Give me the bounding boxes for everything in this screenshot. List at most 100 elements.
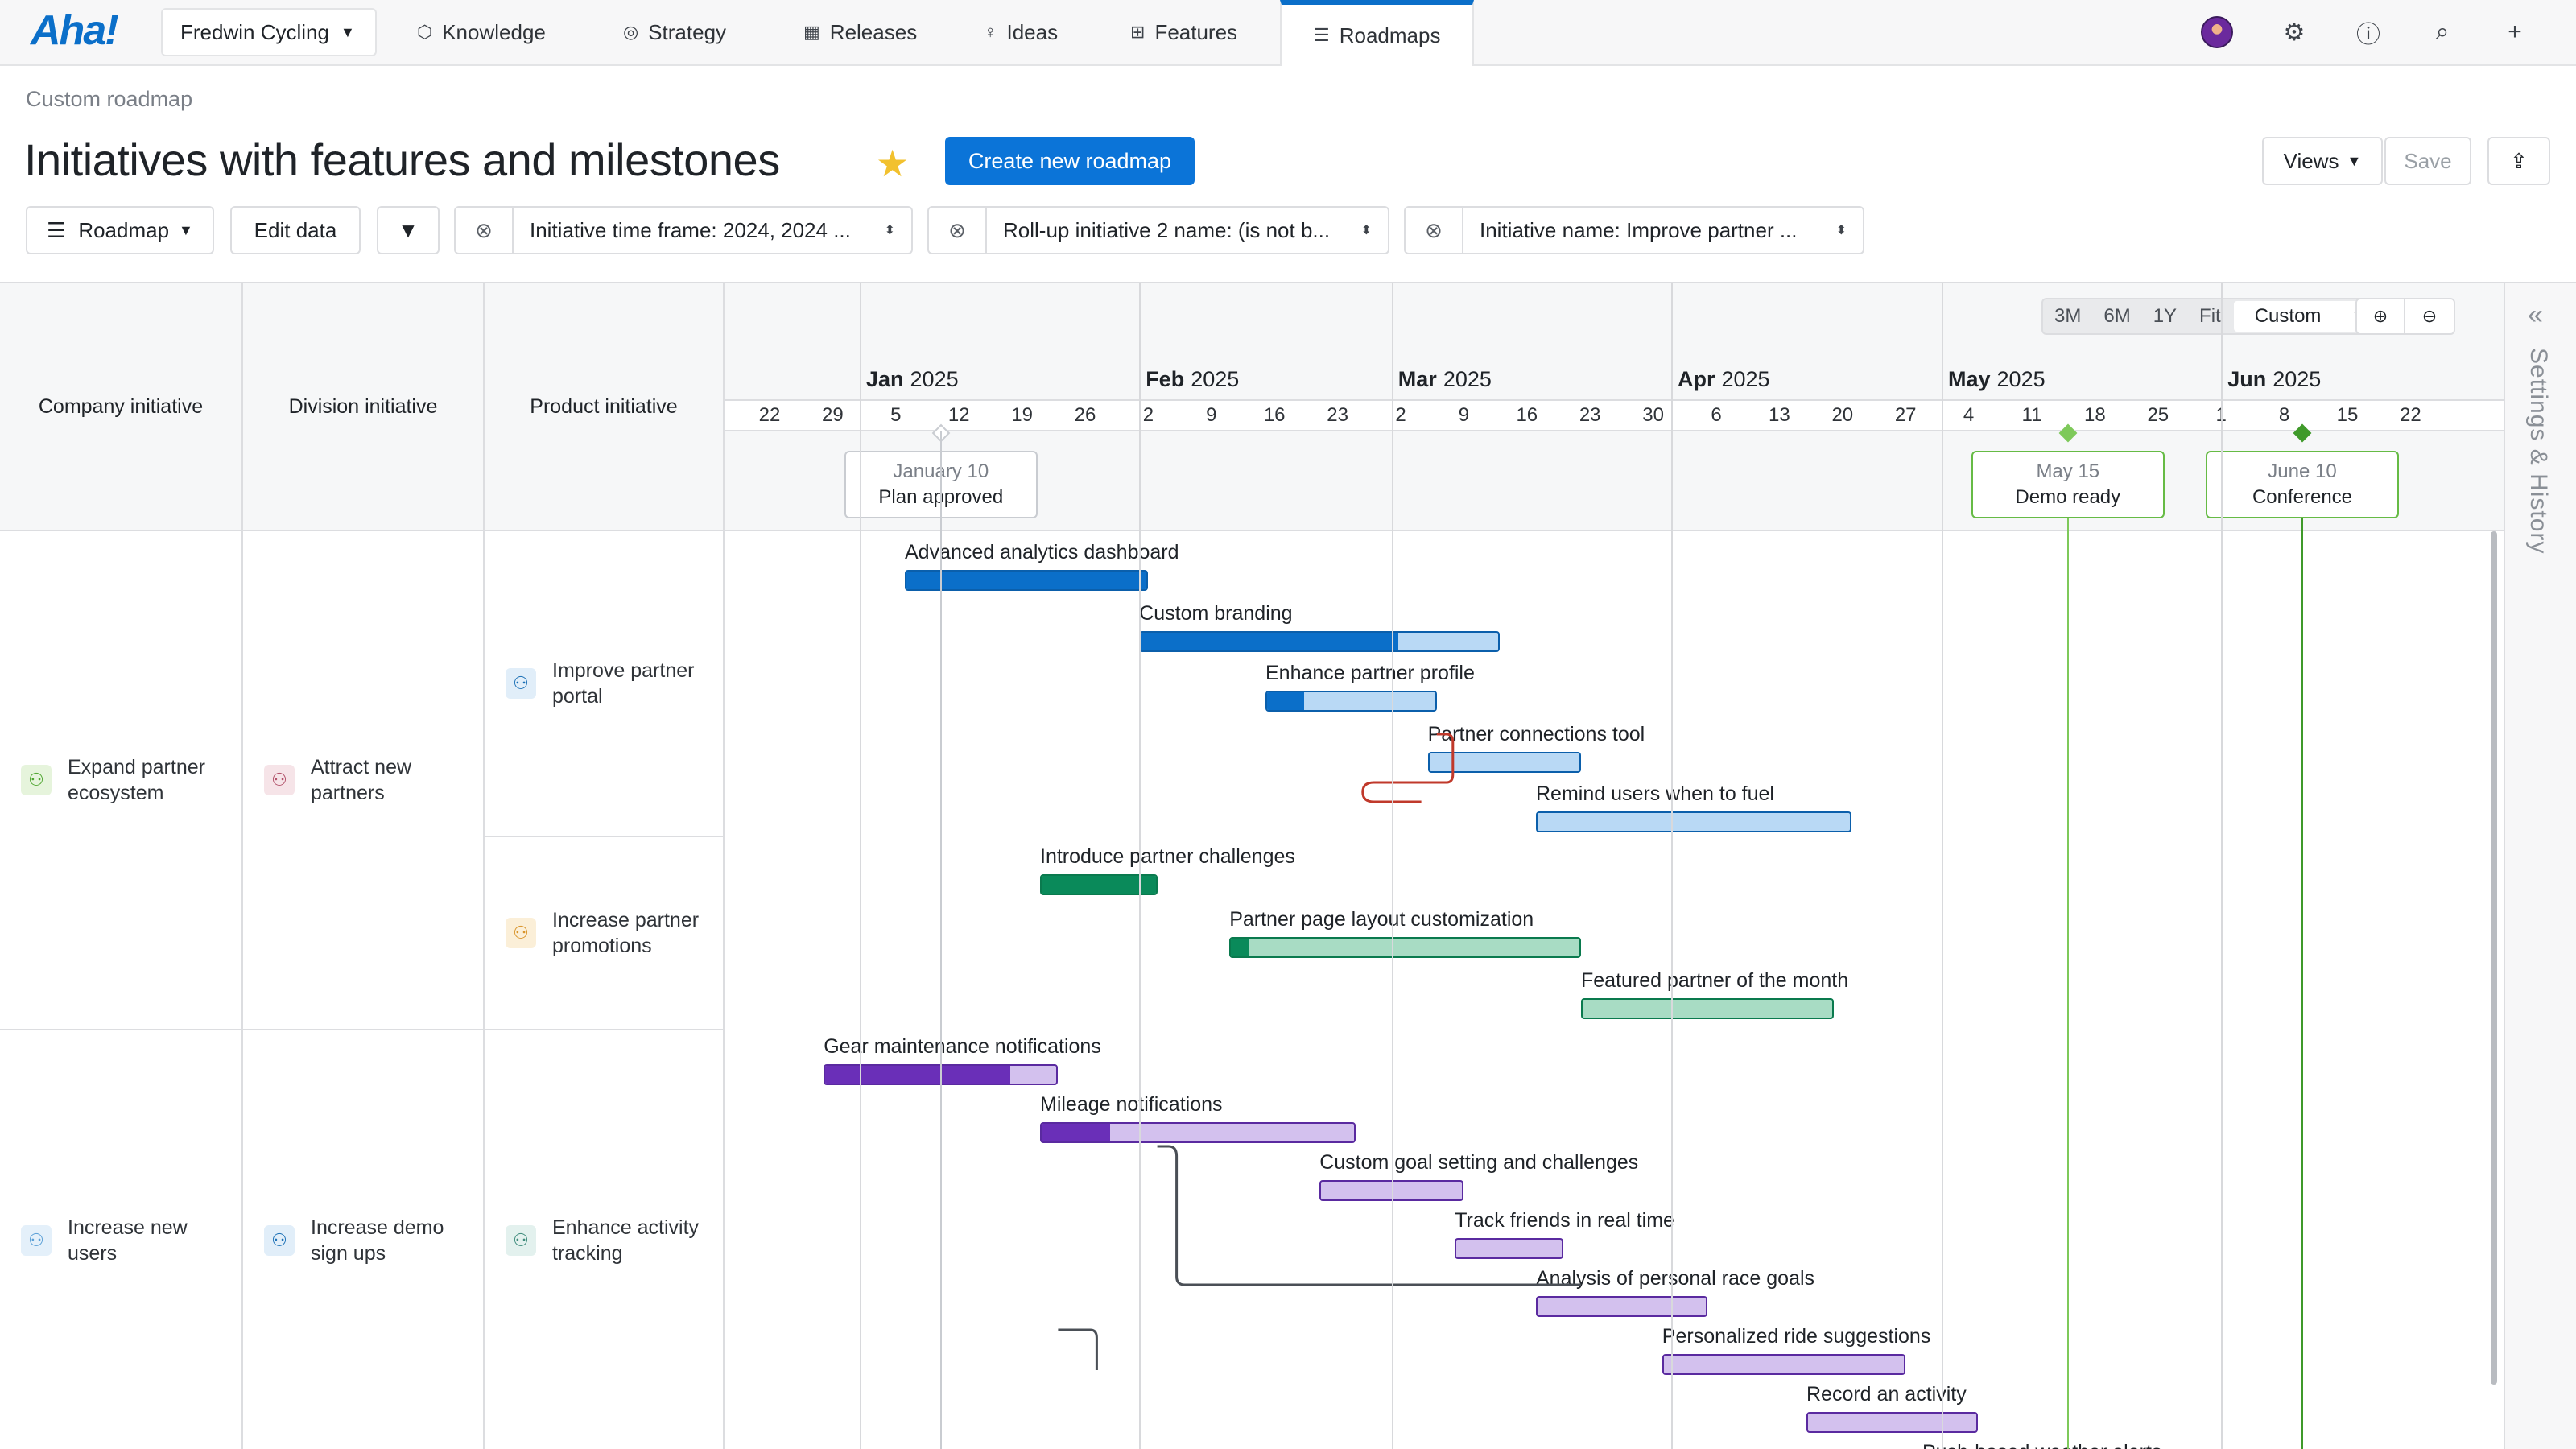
help-icon[interactable]: ⓘ (2356, 22, 2380, 48)
week-tick-label: 6 (1711, 404, 1722, 426)
feature-label[interactable]: Remind users when to fuel (1536, 782, 1774, 805)
feature-bar[interactable] (1040, 874, 1158, 895)
settings-history-panel[interactable]: « Settings & History (2504, 282, 2576, 1449)
week-tick-label: 12 (947, 404, 970, 426)
nav-knowledge[interactable]: ⬡ Knowledge (417, 0, 546, 64)
zoom-fit-button[interactable]: Fit (2199, 305, 2221, 327)
user-avatar[interactable] (2201, 16, 2233, 48)
filter-initiative-name[interactable]: ⊗ Initiative name: Improve partner ... ⬍ (1404, 206, 1864, 254)
feature-label[interactable]: Record an activity (1806, 1383, 1967, 1406)
feature-bar[interactable] (1536, 1296, 1707, 1317)
feature-label[interactable]: Personalized ride suggestions (1662, 1325, 1931, 1348)
division-initiative-cell[interactable]: ⚇ Increase demo sign ups (243, 1030, 485, 1449)
dependency-connector[interactable] (1058, 1328, 1098, 1370)
zoom-6m-button[interactable]: 6M (2103, 305, 2131, 327)
feature-label[interactable]: Introduce partner challenges (1040, 845, 1295, 868)
feature-bar[interactable] (1427, 752, 1581, 773)
month-year: 2025 (1443, 367, 1492, 391)
feature-label[interactable]: Partner connections tool (1427, 723, 1645, 745)
plus-icon[interactable]: + (2508, 19, 2522, 45)
feature-bar[interactable] (1139, 631, 1501, 652)
feature-bar[interactable] (1455, 1238, 1563, 1259)
workspace-selector[interactable]: Fredwin Cycling ▼ (161, 8, 377, 56)
feature-label[interactable]: Partner page layout customization (1229, 908, 1534, 931)
feature-label[interactable]: Push-based weather alerts (1922, 1441, 2161, 1449)
nav-strategy[interactable]: ◎ Strategy (623, 0, 726, 64)
feature-label[interactable]: Mileage notifications (1040, 1093, 1223, 1116)
gear-icon[interactable]: ⚙ (2283, 19, 2306, 46)
milestone-line (939, 431, 942, 1449)
feature-bar[interactable] (1265, 691, 1437, 712)
week-tick-label: 2 (1142, 404, 1154, 426)
feature-label[interactable]: Custom branding (1139, 602, 1293, 625)
month-name: Mar (1397, 367, 1437, 391)
company-initiative-cell[interactable]: ⚇ Increase new users (0, 1030, 243, 1449)
product-initiative-cell[interactable]: ⚇ Improve partner portal (485, 531, 724, 837)
product-initiative-cell[interactable]: ⚇ Increase partner promotions (485, 837, 724, 1030)
product-initiative-label: Increase partner promotions (552, 909, 700, 957)
company-initiative-cell[interactable]: ⚇ Expand partner ecosystem (0, 531, 243, 1030)
remove-filter-icon[interactable]: ⊗ (929, 208, 987, 253)
feature-bar[interactable] (1536, 811, 1852, 832)
feature-label[interactable]: Track friends in real time (1455, 1209, 1674, 1232)
milestone-card[interactable]: May 15 Demo ready (1971, 451, 2165, 518)
views-button[interactable]: Views ▼ (2262, 137, 2383, 185)
nav-features[interactable]: ⊞ Features (1130, 0, 1237, 64)
filter-icon[interactable]: ▼ (377, 206, 440, 254)
feature-label[interactable]: Featured partner of the month (1581, 969, 1849, 992)
feature-label[interactable]: Enhance partner profile (1265, 662, 1475, 684)
milestone-card[interactable]: June 10 Conference (2206, 451, 2399, 518)
roadmap-type-button[interactable]: ☰ Roadmap ▼ (26, 206, 214, 254)
vertical-scrollbar[interactable] (2491, 531, 2497, 1385)
edit-data-button[interactable]: Edit data (230, 206, 361, 254)
milestone-date: May 15 (2036, 460, 2100, 482)
month-year: 2025 (1721, 367, 1770, 391)
month-name: Jun (2227, 367, 2267, 391)
week-tick-label: 20 (1831, 404, 1854, 426)
sort-icon: ⬍ (884, 224, 895, 237)
zoom-1y-button[interactable]: 1Y (2153, 305, 2178, 327)
feature-label[interactable]: Gear maintenance notifications (824, 1035, 1101, 1058)
nav-roadmaps[interactable]: ☰ Roadmaps (1280, 0, 1475, 66)
create-roadmap-button[interactable]: Create new roadmap (945, 137, 1195, 185)
feature-bar[interactable] (1229, 937, 1581, 958)
filter-rollup-name[interactable]: ⊗ Roll-up initiative 2 name: (is not b..… (927, 206, 1389, 254)
filter-time-frame[interactable]: ⊗ Initiative time frame: 2024, 2024 ... ⬍ (454, 206, 913, 254)
product-initiative-cell[interactable]: ⚇ Enhance activity tracking (485, 1030, 724, 1449)
nav-releases[interactable]: ▦ Releases (803, 0, 917, 64)
chevron-left-icon[interactable]: « (2528, 299, 2543, 330)
app-logo[interactable]: Aha! (31, 7, 119, 54)
feature-label[interactable]: Custom goal setting and challenges (1319, 1151, 1639, 1174)
feature-label[interactable]: Analysis of personal race goals (1536, 1267, 1815, 1290)
month-gridline (1391, 283, 1393, 1449)
filter-time-frame-label: Initiative time frame: 2024, 2024 ... (530, 217, 851, 242)
initiative-icon: ⚇ (21, 1225, 52, 1256)
zoom-3m-button[interactable]: 3M (2054, 305, 2082, 327)
features-icon: ⊞ (1130, 22, 1146, 42)
star-icon[interactable]: ★ (876, 142, 910, 184)
share-icon[interactable]: ⇪ (2487, 137, 2550, 185)
filter-rollup-name-label: Roll-up initiative 2 name: (is not b... (1003, 217, 1331, 242)
remove-filter-icon[interactable]: ⊗ (456, 208, 514, 253)
feature-bar[interactable] (905, 570, 1149, 591)
zoom-out-icon[interactable]: ⊖ (2421, 306, 2438, 326)
week-tick-label: 5 (890, 404, 902, 426)
nav-ideas[interactable]: ♀ Ideas (984, 0, 1058, 64)
product-initiative-label: Improve partner portal (552, 659, 695, 708)
feature-bar[interactable] (1662, 1354, 1906, 1375)
save-button[interactable]: Save (2384, 137, 2471, 185)
feature-bar[interactable] (1581, 998, 1834, 1019)
division-initiative-cell[interactable]: ⚇ Attract new partners (243, 531, 485, 1030)
feature-bar[interactable] (1040, 1122, 1356, 1143)
feature-bar[interactable] (1806, 1412, 1978, 1433)
search-icon[interactable]: ⌕ (2435, 19, 2450, 45)
zoom-in-icon[interactable]: ⊕ (2357, 299, 2405, 333)
week-tick-label: 15 (2336, 404, 2359, 426)
views-button-label: Views (2283, 148, 2339, 173)
feature-label[interactable]: Advanced analytics dashboard (905, 541, 1179, 564)
breadcrumb[interactable]: Custom roadmap (26, 87, 193, 111)
month-year: 2025 (910, 367, 959, 391)
product-initiative-label: Enhance activity tracking (552, 1216, 700, 1265)
remove-filter-icon[interactable]: ⊗ (1406, 208, 1463, 253)
month-label: May 2025 (1948, 367, 2046, 392)
